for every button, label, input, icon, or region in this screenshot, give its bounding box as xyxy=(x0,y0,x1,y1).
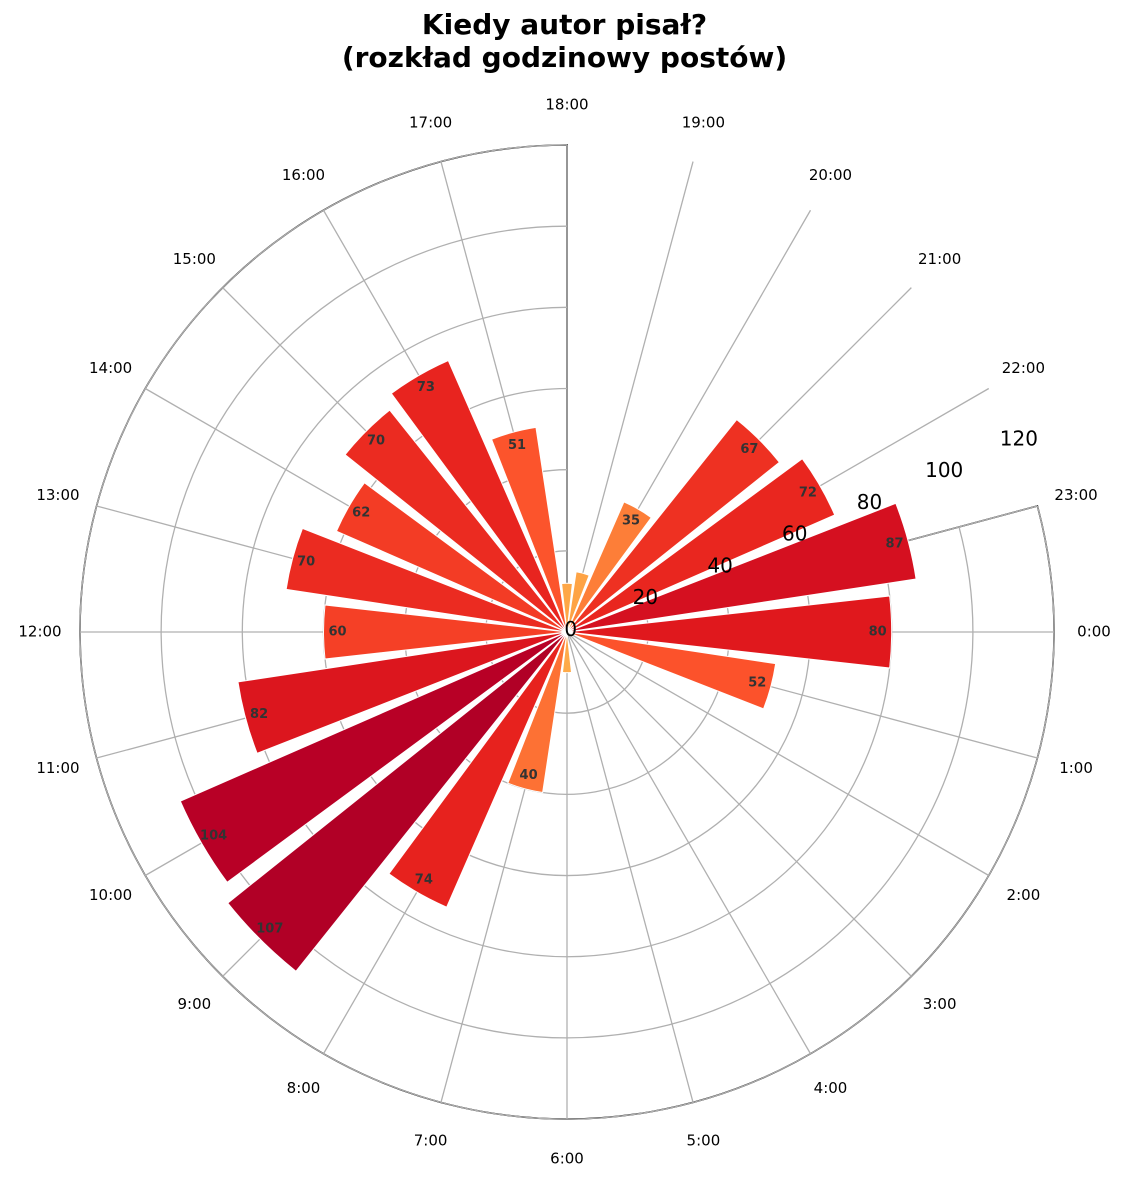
data-label-hour-7: 40 xyxy=(520,768,538,783)
bar-hour-17 xyxy=(490,426,568,633)
hour-label-7: 7:00 xyxy=(414,1132,448,1150)
bar-hour-11 xyxy=(237,631,568,754)
radial-gridline xyxy=(79,144,1055,1120)
bar-hour-7 xyxy=(507,631,568,794)
bar-hour-15 xyxy=(344,409,568,633)
bar-hour-0 xyxy=(566,595,893,669)
bar-hour-14 xyxy=(335,482,568,633)
data-label-hour-21: 67 xyxy=(740,442,758,457)
bar-hour-6 xyxy=(561,631,573,674)
hour-label-22: 22:00 xyxy=(1002,359,1045,377)
data-label-hour-0: 80 xyxy=(869,625,887,640)
hour-label-8: 8:00 xyxy=(287,1079,321,1097)
hour-label-3: 3:00 xyxy=(923,995,957,1013)
hour-label-11: 11:00 xyxy=(36,759,79,777)
chart-title: Kiedy autor pisał? (rozkład godzinowy po… xyxy=(0,8,1129,74)
radial-gridline xyxy=(241,306,893,958)
angular-gridline xyxy=(566,631,990,877)
bar-hour-23 xyxy=(566,502,917,633)
data-label-hour-9: 107 xyxy=(256,922,283,937)
radial-tick-label: 100 xyxy=(925,458,963,482)
data-label-hour-10: 104 xyxy=(200,829,227,844)
bar-hour-20 xyxy=(566,501,652,633)
data-label-hour-20: 35 xyxy=(622,514,640,529)
hour-label-1: 1:00 xyxy=(1059,759,1093,777)
bar-hour-10 xyxy=(179,631,568,884)
data-label-hour-15: 70 xyxy=(367,434,385,449)
radial-tick-label: 40 xyxy=(707,553,732,577)
data-label-hour-12: 60 xyxy=(328,625,346,640)
angular-gridline xyxy=(566,631,912,977)
hour-label-14: 14:00 xyxy=(89,359,132,377)
data-label-hour-11: 82 xyxy=(250,707,268,722)
data-label-hour-16: 73 xyxy=(417,380,435,395)
radial-tick-label: 80 xyxy=(857,490,882,514)
radial-tick-label: 20 xyxy=(633,585,658,609)
bar-hour-8 xyxy=(388,631,568,908)
angular-gridline xyxy=(566,631,812,1055)
bar-hour-18 xyxy=(561,582,573,633)
hour-label-9: 9:00 xyxy=(178,995,212,1013)
hour-label-16: 16:00 xyxy=(282,166,325,184)
chart-title-line-2: (rozkład godzinowy postów) xyxy=(341,41,788,74)
angular-gridline xyxy=(566,631,694,1103)
hour-label-12: 12:00 xyxy=(18,623,61,641)
hour-label-13: 13:00 xyxy=(36,486,79,504)
hour-label-20: 20:00 xyxy=(809,166,852,184)
radial-tick-label: 60 xyxy=(782,522,807,546)
hour-label-17: 17:00 xyxy=(409,113,452,131)
hour-label-21: 21:00 xyxy=(918,250,961,268)
data-label-hour-14: 62 xyxy=(352,506,370,521)
hour-label-10: 10:00 xyxy=(89,886,132,904)
chart-title-line-1: Kiedy autor pisał? xyxy=(421,8,708,41)
hour-label-0: 0:00 xyxy=(1077,623,1111,641)
hour-label-5: 5:00 xyxy=(687,1132,721,1150)
radial-tick-label: 0 xyxy=(564,617,577,641)
hour-label-2: 2:00 xyxy=(1007,886,1041,904)
radial-tick-label: 120 xyxy=(1000,426,1038,450)
data-label-hour-22: 72 xyxy=(799,485,817,500)
hour-label-15: 15:00 xyxy=(173,250,216,268)
hour-label-4: 4:00 xyxy=(814,1079,848,1097)
bar-hour-13 xyxy=(285,527,568,633)
data-label-hour-23: 87 xyxy=(885,537,903,552)
radial-gridline xyxy=(160,225,974,1039)
bar-hour-19 xyxy=(566,571,590,633)
bar-hour-22 xyxy=(566,458,836,633)
data-label-hour-17: 51 xyxy=(508,438,526,453)
hour-label-19: 19:00 xyxy=(682,113,725,131)
bar-hour-16 xyxy=(390,359,568,633)
bar-hour-9 xyxy=(227,631,568,972)
bar-hour-21 xyxy=(566,418,781,633)
hour-label-18: 18:00 xyxy=(545,96,588,114)
bar-hour-12 xyxy=(323,604,568,660)
data-label-hour-8: 74 xyxy=(415,872,433,887)
bar-hour-1 xyxy=(566,631,777,710)
angular-gridline xyxy=(566,161,694,633)
hour-label-23: 23:00 xyxy=(1054,486,1097,504)
data-label-hour-13: 70 xyxy=(297,555,315,570)
data-label-hour-1: 52 xyxy=(748,675,766,690)
hour-label-6: 6:00 xyxy=(550,1150,584,1168)
